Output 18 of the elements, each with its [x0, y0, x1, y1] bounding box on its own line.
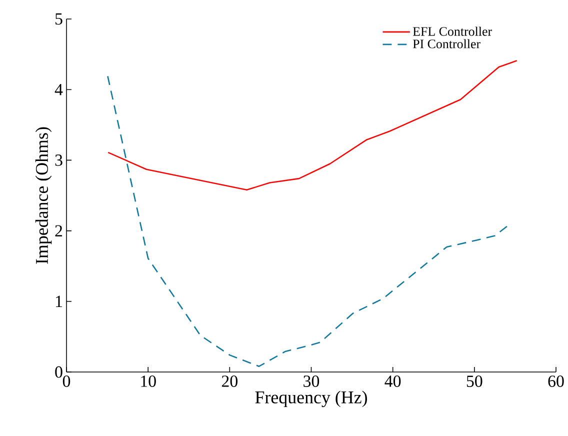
y-tick-label: 4	[54, 84, 63, 96]
y-tick-label: 0	[55, 366, 62, 378]
x-tick-label: 40	[384, 376, 401, 387]
x-tick-label: 50	[466, 376, 482, 387]
x-axis-title: Frequency (Hz)	[255, 390, 367, 408]
y-tick-label: 2	[55, 225, 62, 236]
legend-label: EFL Controller	[412, 26, 492, 36]
x-tick-label: 20	[222, 376, 238, 387]
x-tick-label: 10	[141, 376, 156, 387]
y-tick-label: 3	[55, 154, 62, 166]
line-series	[107, 60, 518, 190]
y-axis-title: Impedance (Ohms)	[35, 127, 52, 264]
legend-label: PI Controller	[412, 39, 480, 48]
x-tick-label: 60	[548, 376, 564, 387]
x-tick-label: 0	[62, 376, 70, 387]
y-tick-label: 1	[56, 296, 62, 307]
x-tick-label: 30	[304, 376, 320, 387]
y-tick-label: 5	[55, 13, 62, 25]
